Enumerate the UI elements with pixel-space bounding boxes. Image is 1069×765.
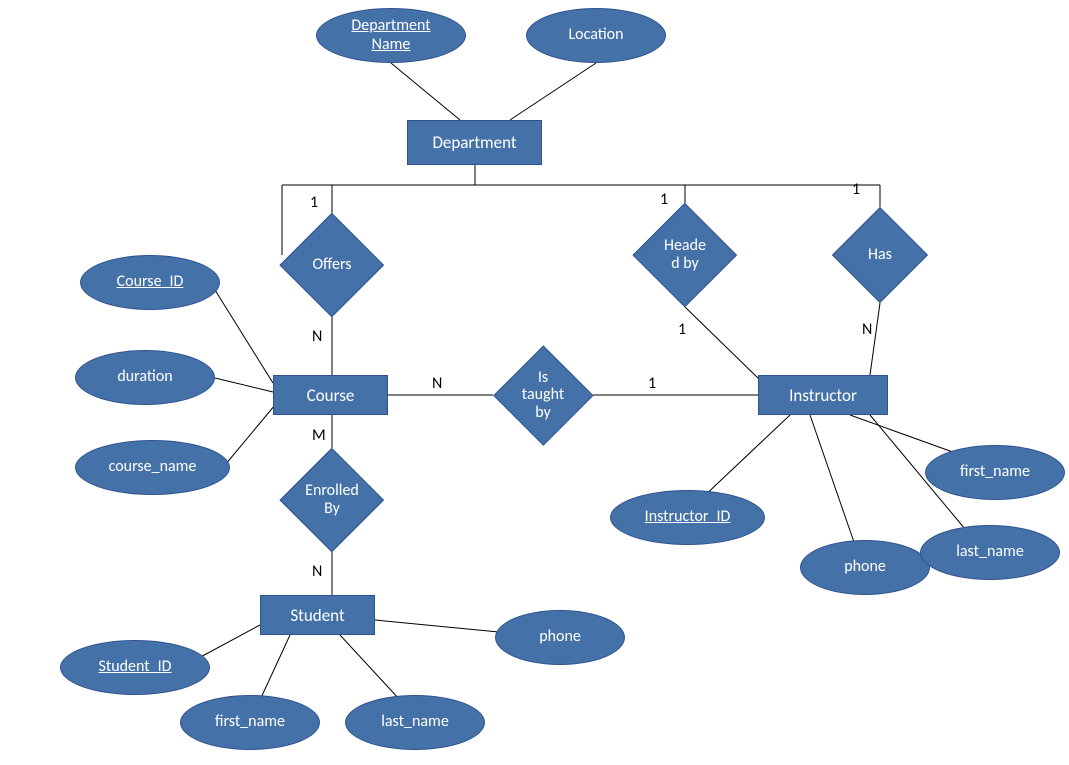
entity-course: Course <box>273 375 388 415</box>
attr-student-first-name: first_name <box>180 695 320 750</box>
entity-instructor: Instructor <box>758 375 888 415</box>
attr-course-id: Course_ID <box>80 255 220 310</box>
attr-course-name-label: course_name <box>109 458 197 476</box>
entity-instructor-label: Instructor <box>789 385 857 406</box>
rel-enrolled-by: EnrolledBy <box>295 463 369 537</box>
attr-department-name-label: DepartmentName <box>351 17 430 54</box>
card-has-instr: N <box>862 320 872 339</box>
rel-offers: Offers <box>295 228 369 302</box>
rel-has: Has <box>846 221 914 289</box>
card-headed-instr: 1 <box>678 320 686 339</box>
attr-student-phone: phone <box>495 610 625 665</box>
attr-course-name: course_name <box>75 440 230 495</box>
attr-instructor-id: Instructor_ID <box>610 490 765 545</box>
entity-department: Department <box>407 120 542 165</box>
attr-student-first-name-label: first_name <box>215 713 285 731</box>
attr-department-name: DepartmentName <box>316 8 466 63</box>
rel-is-taught-by: Istaughtby <box>508 360 579 431</box>
attr-student-last-name-label: last_name <box>381 713 449 731</box>
entity-department-label: Department <box>432 132 516 153</box>
attr-location: Location <box>526 8 666 63</box>
card-taught-course: N <box>432 374 442 393</box>
attr-instructor-last-name-label: last_name <box>956 543 1024 561</box>
attr-duration-label: duration <box>117 368 172 386</box>
card-offers-course: N <box>312 327 322 346</box>
attr-course-id-label: Course_ID <box>117 273 184 291</box>
card-headed-dept: 1 <box>660 190 668 209</box>
attr-instructor-id-label: Instructor_ID <box>645 508 731 526</box>
attr-student-last-name: last_name <box>345 695 485 750</box>
entity-student-label: Student <box>290 605 344 626</box>
attr-instructor-phone: phone <box>800 540 930 595</box>
card-offers-dept: 1 <box>310 193 318 212</box>
attr-instructor-phone-label: phone <box>844 558 886 576</box>
rel-headed-by: Headed by <box>648 218 722 292</box>
rel-has-label: Has <box>868 246 892 264</box>
rel-offers-label: Offers <box>312 256 351 274</box>
attr-location-label: Location <box>568 26 623 44</box>
entity-course-label: Course <box>307 385 355 406</box>
card-taught-instr: 1 <box>648 374 656 393</box>
attr-student-id-label: Student_ID <box>99 658 172 676</box>
rel-is-taught-by-label: Istaughtby <box>522 369 564 422</box>
attr-instructor-first-name-label: first_name <box>960 463 1030 481</box>
rel-headed-by-label: Headed by <box>664 237 706 272</box>
card-enrolled-student: N <box>312 562 322 581</box>
attr-student-id: Student_ID <box>60 640 210 695</box>
attr-duration: duration <box>75 350 215 405</box>
rel-enrolled-by-label: EnrolledBy <box>305 482 359 517</box>
entity-student: Student <box>260 595 375 635</box>
attr-student-phone-label: phone <box>539 628 581 646</box>
attr-instructor-last-name: last_name <box>920 525 1060 580</box>
card-enrolled-course: M <box>312 426 326 445</box>
card-has-dept: 1 <box>852 180 860 199</box>
attr-instructor-first-name: first_name <box>925 445 1065 500</box>
